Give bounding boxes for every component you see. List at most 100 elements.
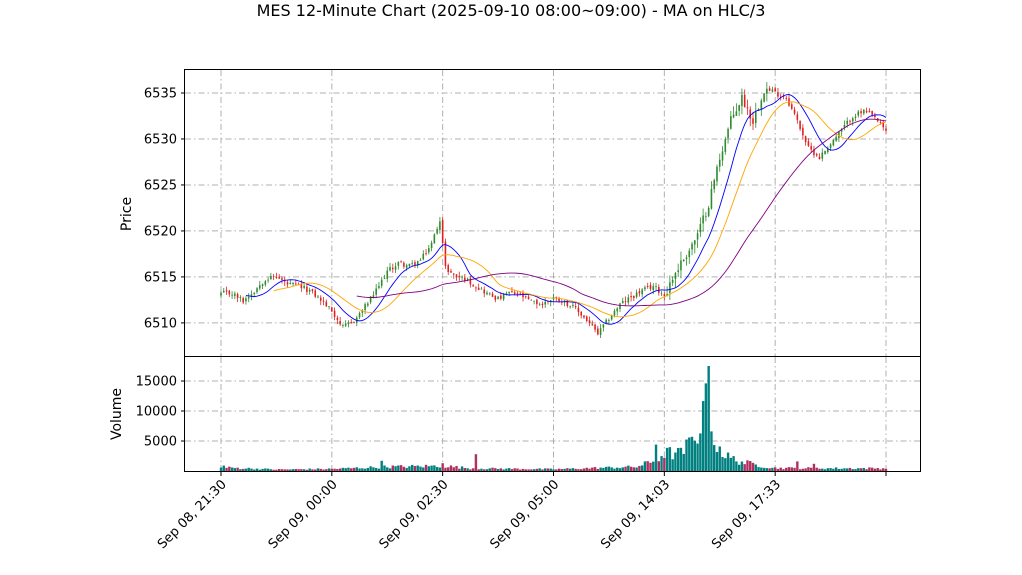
volume-bar [549, 468, 552, 471]
candle-body [256, 288, 258, 293]
volume-bar [469, 469, 472, 471]
candle-body [724, 139, 727, 152]
candle-body [807, 141, 810, 146]
volume-bar [674, 452, 677, 471]
candle-body [350, 322, 353, 323]
candle-body [391, 267, 394, 270]
volume-bar [355, 467, 358, 471]
candle-body [375, 288, 377, 295]
volume-bar [255, 468, 259, 471]
volume-bar [222, 465, 225, 471]
candle-body [347, 322, 350, 325]
candle-body [580, 311, 583, 316]
volume-bar [513, 468, 516, 471]
volume-bar [643, 461, 647, 471]
price-tick-label: 6510 [144, 316, 177, 331]
volume-bar [241, 468, 245, 471]
volume-bar [804, 468, 807, 471]
volume-bar [635, 467, 638, 471]
candle-body [885, 128, 887, 131]
volume-bar [721, 457, 724, 471]
volume-bar [640, 465, 644, 471]
volume-bar [765, 468, 769, 471]
candle-body [433, 234, 436, 244]
volume-bar [277, 469, 281, 471]
x-tick-label: Sep 09, 02:30 [377, 477, 452, 552]
candle-body [519, 293, 522, 295]
volume-bar [496, 469, 500, 471]
candle-body [222, 290, 225, 293]
volume-bar [732, 456, 735, 471]
volume-bar [879, 469, 882, 471]
volume-bar [796, 461, 799, 471]
candle-body [331, 307, 333, 312]
volume-bar [316, 468, 320, 471]
volume-bar [762, 467, 766, 471]
volume-bar [840, 468, 843, 471]
candle-body [270, 276, 272, 280]
candle-body [416, 261, 419, 266]
candle-body [649, 285, 652, 289]
price-tick-label: 6535 [144, 86, 177, 101]
candle-body [727, 128, 729, 139]
time-x-axis: Sep 08, 21:30 Sep 09, 00:00 Sep 09, 02:30 S… [155, 472, 887, 552]
candle-body [752, 118, 754, 124]
volume-bar [646, 461, 649, 471]
candle-body [328, 306, 330, 308]
volume-tick-label: 10000 [136, 405, 177, 420]
volume-bar [333, 468, 336, 471]
volume-bar [693, 440, 697, 471]
volume-bar [857, 468, 860, 471]
volume-bar [616, 467, 619, 471]
price-panel-frame [184, 69, 921, 357]
volume-bar [286, 469, 289, 471]
candle-body [295, 283, 297, 285]
candle-body [475, 287, 477, 289]
candle-body [804, 136, 807, 143]
volume-bar [785, 467, 788, 471]
volume-bar [532, 469, 536, 471]
candle-body [735, 111, 738, 116]
volume-bar [627, 465, 630, 471]
volume-bar [862, 467, 866, 471]
candle-body [247, 297, 250, 299]
volume-bar [582, 468, 586, 471]
candle-body [621, 301, 624, 304]
volume-bar [837, 468, 841, 471]
volume-bar [701, 401, 705, 471]
candle-body [802, 127, 804, 136]
volume-bar [447, 467, 450, 471]
volume-bar [347, 467, 350, 471]
candle-body [538, 304, 541, 306]
volume-bar [380, 460, 383, 471]
candle-body [749, 109, 752, 119]
candle-body [261, 284, 264, 286]
volume-bar [704, 383, 708, 471]
volume-bar [826, 468, 830, 471]
volume-bar [782, 469, 785, 471]
candle-body [403, 262, 405, 267]
volume-bar [386, 467, 389, 471]
candle-body [483, 289, 486, 294]
volume-bar [413, 466, 417, 471]
candle-body [854, 116, 857, 118]
candle-body [422, 253, 425, 260]
volume-bar [543, 468, 547, 471]
volume-bar [521, 468, 525, 471]
chart-title: MES 12-Minute Chart (2025-09-10 08:00~09… [257, 1, 766, 20]
candle-body [857, 111, 860, 116]
candle-body [455, 274, 458, 277]
candle-body [585, 316, 588, 322]
volume-bar [361, 468, 364, 471]
volume-bar [823, 469, 827, 471]
candle-body [258, 285, 261, 289]
volume-bar [801, 468, 805, 471]
candle-body [583, 315, 585, 318]
volume-bar [272, 469, 275, 471]
candle-body [408, 263, 411, 267]
volume-bar [424, 464, 428, 471]
candle-body [851, 118, 854, 122]
volume-bar [696, 443, 699, 471]
volume-bar [233, 468, 237, 471]
volume-bar [599, 467, 602, 471]
